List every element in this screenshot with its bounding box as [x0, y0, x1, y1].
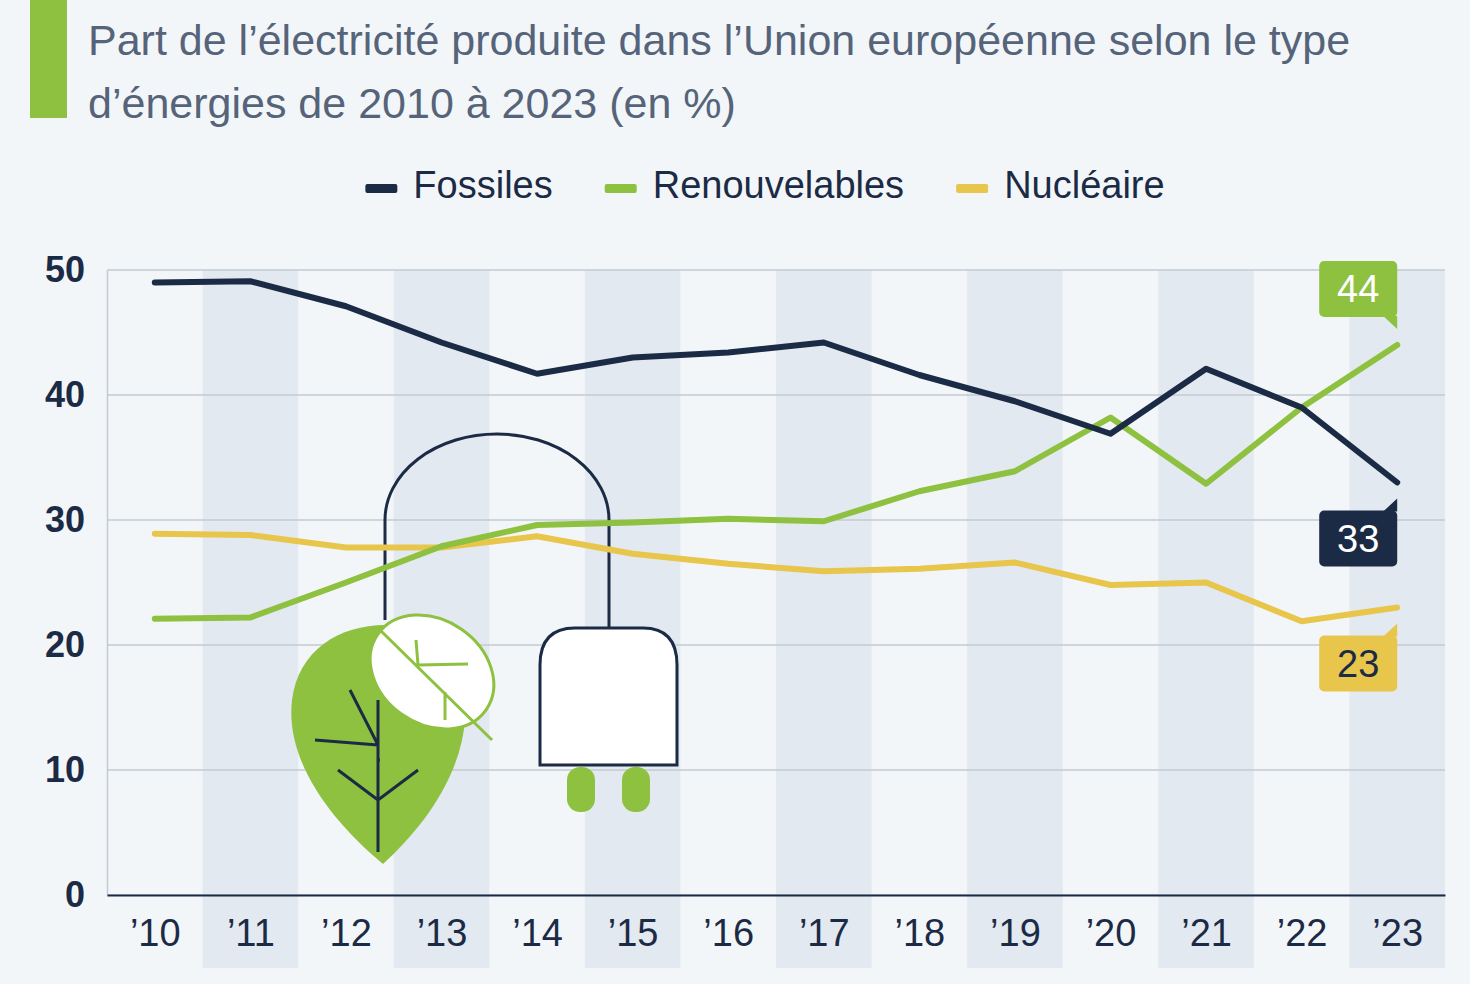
- grid-line: [107, 394, 1445, 396]
- x-tick-label: ’16: [703, 912, 754, 954]
- grid-line: [107, 644, 1445, 646]
- series-line: [155, 281, 1397, 482]
- x-tick: ’21: [1181, 895, 1232, 954]
- y-tick-label: 10: [45, 749, 85, 790]
- data-label-box: 23: [1319, 624, 1397, 692]
- column-band: [1158, 270, 1254, 968]
- leaf-small-vein: [380, 630, 492, 740]
- x-tick-label: ’10: [130, 912, 181, 954]
- x-tick: ’18: [894, 895, 945, 954]
- x-tick-label: ’18: [894, 912, 945, 954]
- x-tick-label: ’23: [1372, 912, 1423, 954]
- y-tick: 30: [45, 499, 107, 540]
- legend-item: Renouvelables: [605, 164, 904, 206]
- y-tick: 10: [45, 749, 107, 790]
- data-label: 44: [1337, 268, 1379, 310]
- y-tick-label: 30: [45, 499, 85, 540]
- data-label-box: 33: [1319, 499, 1397, 567]
- plug-prong: [567, 767, 595, 812]
- legend-item: Fossiles: [365, 164, 552, 206]
- x-tick: ’13: [417, 895, 468, 954]
- background: [0, 0, 1470, 984]
- data-label-tail: [1383, 316, 1397, 329]
- x-tick: ’15: [608, 895, 659, 954]
- y-tick: 0: [65, 874, 107, 915]
- x-tick-label: ’17: [799, 912, 850, 954]
- y-tick-label: 20: [45, 624, 85, 665]
- series-line: [155, 345, 1397, 619]
- x-tick: ’12: [321, 895, 372, 954]
- column-band: [967, 270, 1063, 968]
- data-label-background: [1319, 511, 1397, 567]
- legend-label: Fossiles: [413, 164, 552, 206]
- data-labels: 33 44 23: [1319, 261, 1397, 692]
- plug-body: [540, 628, 677, 765]
- y-tick: 20: [45, 624, 107, 665]
- x-tick-label: ’15: [608, 912, 659, 954]
- data-label: 23: [1337, 643, 1379, 685]
- y-axis: 0 10 20 30 40 50: [45, 249, 108, 915]
- x-axis: ’10 ’11 ’12 ’13 ’14 ’15 ’16 ’17 ’18 ’19 ’20 ’21 ’22 ’…: [108, 895, 1446, 954]
- legend-swatch: [956, 184, 988, 193]
- legend-item: Nucléaire: [956, 164, 1165, 206]
- y-tick-label: 40: [45, 374, 85, 415]
- y-tick-label: 0: [65, 874, 85, 915]
- data-label-background: [1319, 261, 1397, 317]
- leaf-small: [348, 592, 516, 753]
- x-tick: ’19: [990, 895, 1041, 954]
- legend-label: Renouvelables: [653, 164, 904, 206]
- x-tick-label: ’13: [417, 912, 468, 954]
- series-line: [155, 534, 1397, 622]
- chart: Part de l’électricité produite dans l’Un…: [0, 0, 1470, 984]
- decoration: [291, 434, 677, 864]
- grid-line: [107, 894, 1445, 896]
- y-tick: 40: [45, 374, 107, 415]
- x-tick-label: ’21: [1181, 912, 1232, 954]
- y-tick: 50: [45, 249, 107, 290]
- x-tick-label: ’11: [227, 912, 275, 954]
- column-band: [1349, 270, 1445, 968]
- x-tick: ’10: [130, 895, 181, 954]
- legend-swatch: [365, 184, 397, 193]
- x-tick-label: ’20: [1086, 912, 1137, 954]
- x-tick: ’23: [1372, 895, 1423, 954]
- x-tick: ’20: [1086, 895, 1137, 954]
- plug-prong: [622, 767, 650, 812]
- x-tick: ’22: [1277, 895, 1328, 954]
- plot-area: [155, 281, 1397, 621]
- legend-swatch: [605, 184, 637, 193]
- title-accent: [30, 0, 67, 118]
- x-tick-label: ’14: [512, 912, 563, 954]
- data-label-background: [1319, 636, 1397, 692]
- data-label-tail: [1383, 624, 1397, 637]
- x-axis-line: [108, 895, 1446, 897]
- x-tick-label: ’19: [990, 912, 1041, 954]
- data-label: 33: [1337, 518, 1379, 560]
- data-label-box: 44: [1319, 261, 1397, 329]
- x-tick-label: ’12: [321, 912, 372, 954]
- title: Part de l’électricité produite dans l’Un…: [88, 16, 1350, 127]
- y-axis-line: [107, 271, 109, 896]
- y-tick-label: 50: [45, 249, 85, 290]
- grid-line: [107, 269, 1445, 271]
- x-tick: ’11: [227, 895, 275, 954]
- column-band: [776, 270, 872, 968]
- x-tick: ’14: [512, 895, 563, 954]
- x-tick: ’16: [703, 895, 754, 954]
- column-bands: [203, 270, 1445, 968]
- x-tick: ’17: [799, 895, 850, 954]
- column-band: [585, 270, 681, 968]
- grid: [107, 270, 1445, 895]
- legend: Fossiles Renouvelables Nucléaire: [365, 164, 1164, 206]
- data-label-tail: [1383, 499, 1397, 512]
- legend-label: Nucléaire: [1004, 164, 1165, 206]
- x-tick-label: ’22: [1277, 912, 1328, 954]
